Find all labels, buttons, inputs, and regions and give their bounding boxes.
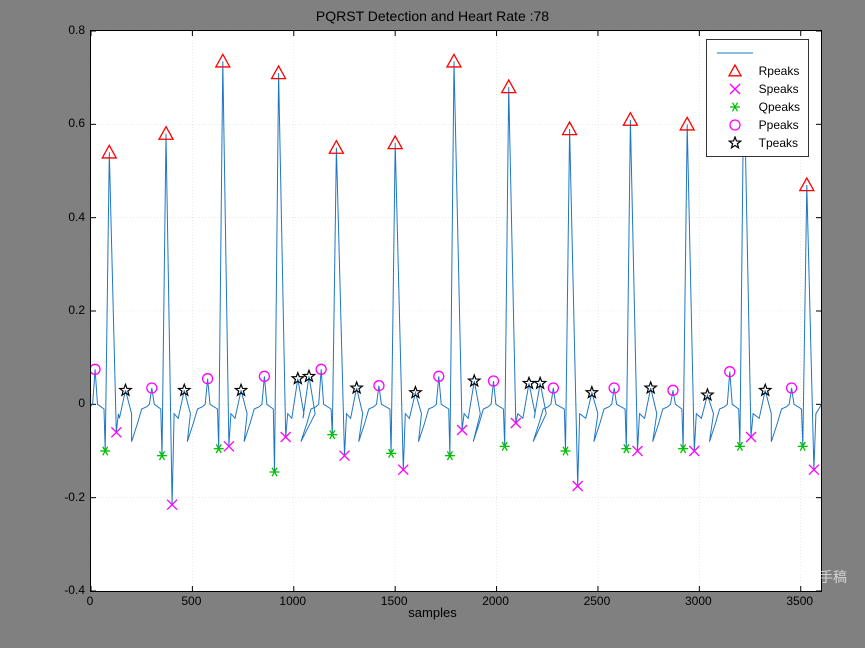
ytick-label: -0.4	[64, 583, 85, 597]
legend-rpeaks: Rpeaks	[715, 62, 800, 80]
ytick-label: 0	[78, 396, 85, 410]
xlabel: samples	[0, 605, 865, 620]
legend-tpeaks: Tpeaks	[715, 134, 800, 152]
legend-speaks-label: Speaks	[759, 82, 799, 96]
ytick-label: 0.6	[68, 116, 85, 130]
legend-ppeaks-label: Ppeaks	[759, 118, 799, 132]
figure: PQRST Detection and Heart Rate :78 Rpeak…	[0, 0, 865, 648]
legend-rpeaks-label: Rpeaks	[759, 64, 800, 78]
axes: Rpeaks Speaks Qpeaks Ppeaks Tpeaks	[90, 30, 822, 592]
legend-line	[715, 44, 800, 62]
legend: Rpeaks Speaks Qpeaks Ppeaks Tpeaks	[706, 39, 809, 157]
ytick-label: -0.2	[64, 490, 85, 504]
ytick-label: 0.4	[68, 210, 85, 224]
legend-qpeaks-label: Qpeaks	[759, 100, 800, 114]
ytick-label: 0.2	[68, 303, 85, 317]
legend-qpeaks: Qpeaks	[715, 98, 800, 116]
legend-tpeaks-label: Tpeaks	[759, 136, 798, 150]
chart-title: PQRST Detection and Heart Rate :78	[0, 8, 865, 24]
ytick-label: 0.8	[68, 23, 85, 37]
legend-ppeaks: Ppeaks	[715, 116, 800, 134]
legend-speaks: Speaks	[715, 80, 800, 98]
